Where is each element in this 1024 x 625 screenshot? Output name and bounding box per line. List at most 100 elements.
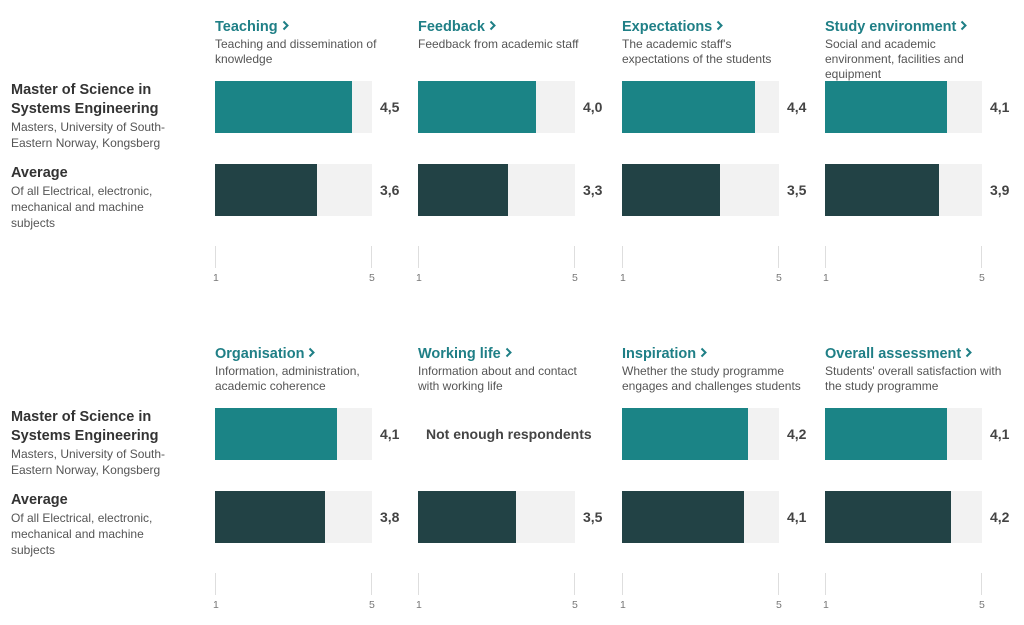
chart-panel: Inspiration Whether the study programme e… — [620, 345, 812, 625]
program-value-label: 4,2 — [787, 426, 807, 442]
axis-tick — [418, 573, 419, 595]
program-value-label: 4,1 — [990, 426, 1010, 442]
axis-tick — [574, 246, 575, 268]
average-value-label: 4,2 — [990, 509, 1010, 525]
axis-tick-label: 5 — [572, 599, 578, 611]
panel-title-text: Study environment — [825, 19, 957, 35]
panel-header: Working life Information about and contac… — [418, 345, 598, 394]
program-subtitle: Masters, University of South-Eastern Nor… — [11, 447, 166, 477]
program-bar-track — [622, 408, 779, 460]
no-respondents-text: Not enough respondents — [426, 426, 592, 442]
panel-title-link[interactable]: Expectations — [622, 18, 802, 36]
panel-title-link[interactable]: Working life — [418, 345, 598, 363]
program-bar-track — [622, 81, 779, 133]
chart-panel: Organisation Information, administration,… — [213, 345, 405, 625]
chevron-right-icon — [282, 18, 289, 36]
average-title: Average — [11, 165, 68, 181]
program-bar-track — [215, 81, 372, 133]
average-bar — [215, 164, 317, 216]
panel-description: Information, administration, academic co… — [215, 364, 360, 393]
panel-header: Inspiration Whether the study programme e… — [622, 345, 802, 394]
axis-tick-label: 1 — [416, 272, 422, 284]
program-value-label: 4,1 — [990, 99, 1010, 115]
average-bar-track — [418, 491, 575, 543]
axis-tick — [981, 246, 982, 268]
panel-header: Feedback Feedback from academic staff — [418, 18, 598, 52]
axis-tick — [778, 246, 779, 268]
program-bar — [622, 81, 755, 133]
average-bar-track — [418, 164, 575, 216]
axis-tick — [371, 573, 372, 595]
average-bar-track — [622, 491, 779, 543]
average-bar — [622, 164, 720, 216]
average-subtitle: Of all Electrical, electronic, mechanica… — [11, 511, 153, 557]
average-value-label: 3,5 — [583, 509, 603, 525]
panel-header: Study environment Social and academic env… — [825, 18, 1005, 82]
chart-panel: Teaching Teaching and dissemination of kn… — [213, 18, 405, 298]
average-bar — [215, 491, 325, 543]
chevron-right-icon — [700, 345, 708, 363]
average-bar — [418, 164, 508, 216]
panel-title-link[interactable]: Overall assessment — [825, 345, 1005, 363]
program-bar — [215, 408, 337, 460]
average-value-label: 3,6 — [380, 182, 400, 198]
chevron-right-icon — [308, 345, 316, 363]
program-title: Master of Science in Systems Engineering — [11, 82, 159, 117]
average-subtitle: Of all Electrical, electronic, mechanica… — [11, 184, 153, 230]
program-value-label: 4,4 — [787, 99, 807, 115]
program-value-label: 4,1 — [380, 426, 400, 442]
axis-tick — [215, 246, 216, 268]
average-bar — [418, 491, 516, 543]
axis-tick-label: 5 — [572, 272, 578, 284]
panel-header: Teaching Teaching and dissemination of kn… — [215, 18, 395, 67]
axis-tick-label: 1 — [823, 272, 829, 284]
chevron-right-icon — [965, 345, 973, 363]
panel-title-text: Working life — [418, 346, 501, 362]
chart-panel: Overall assessment Students' overall sati… — [823, 345, 1015, 625]
panel-header: Organisation Information, administration,… — [215, 345, 395, 394]
average-bar-track — [215, 164, 372, 216]
chevron-right-icon — [505, 345, 512, 363]
axis-tick-label: 5 — [369, 272, 375, 284]
row-label-average: Average Of all Electrical, electronic, m… — [11, 164, 186, 231]
panel-title-link[interactable]: Feedback — [418, 18, 598, 36]
axis-tick — [981, 573, 982, 595]
axis-tick-label: 5 — [369, 599, 375, 611]
panel-title-link[interactable]: Organisation — [215, 345, 395, 363]
axis-tick-label: 5 — [979, 599, 985, 611]
axis-tick-label: 5 — [776, 272, 782, 284]
average-bar — [825, 164, 939, 216]
axis-tick — [418, 246, 419, 268]
panel-header: Expectations The academic staff's expecta… — [622, 18, 802, 67]
panel-title-text: Inspiration — [622, 346, 697, 362]
panel-description: Students' overall satisfaction with the … — [825, 364, 1002, 393]
axis-tick — [574, 573, 575, 595]
row-label-program: Master of Science in Systems Engineering… — [11, 81, 186, 151]
program-subtitle: Masters, University of South-Eastern Nor… — [11, 120, 166, 150]
axis-tick — [371, 246, 372, 268]
chart-panel: Study environment Social and academic env… — [823, 18, 1015, 298]
panel-title-text: Expectations — [622, 19, 713, 35]
axis-tick — [622, 573, 623, 595]
average-bar — [622, 491, 744, 543]
chevron-right-icon — [960, 18, 968, 36]
program-bar-track — [418, 81, 575, 133]
panel-description: Social and academic environment, facilit… — [825, 37, 964, 81]
panel-title-link[interactable]: Study environment — [825, 18, 1005, 36]
panel-title-link[interactable]: Inspiration — [622, 345, 802, 363]
average-bar-track — [622, 164, 779, 216]
program-bar-track — [825, 81, 982, 133]
panel-title-text: Overall assessment — [825, 346, 962, 362]
panel-description: Information about and contact with worki… — [418, 364, 577, 393]
axis-tick — [778, 573, 779, 595]
axis-tick-label: 1 — [416, 599, 422, 611]
program-bar-track — [215, 408, 372, 460]
average-bar-track — [825, 164, 982, 216]
panel-title-text: Feedback — [418, 19, 485, 35]
panel-title-link[interactable]: Teaching — [215, 18, 395, 36]
chart-panel: Expectations The academic staff's expecta… — [620, 18, 812, 298]
average-value-label: 3,5 — [787, 182, 807, 198]
panel-description: The academic staff's expectations of the… — [622, 37, 772, 66]
average-title: Average — [11, 492, 68, 508]
chart-panel: Working life Information about and contac… — [416, 345, 608, 625]
